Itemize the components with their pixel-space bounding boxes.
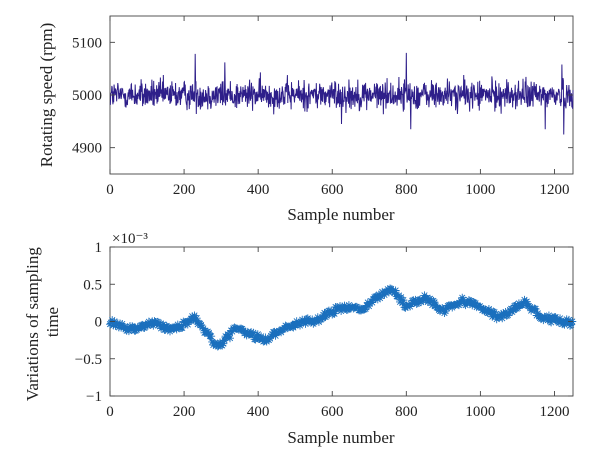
y-tick-label: 4900 [72, 141, 102, 157]
speed-series [109, 52, 574, 135]
x-tick-label: 600 [321, 182, 344, 198]
y-tick-label: 5000 [72, 88, 102, 104]
y-tick-label: 1 [95, 240, 103, 256]
x-axis-ticks: 0 200 400 600 800 1000 1200 [106, 247, 569, 420]
x-tick-label: 400 [247, 182, 270, 198]
x-tick-label: 800 [395, 182, 418, 198]
x-axis-ticks: 0 200 400 600 800 1000 1200 [106, 16, 569, 198]
y-tick-label: 0.5 [83, 277, 102, 293]
y-axis-label: Rotating speed (rpm) [37, 23, 56, 167]
y-tick-label: 5100 [72, 35, 102, 51]
x-tick-label: 800 [395, 404, 418, 420]
sampling-time-chart: 0 200 400 600 800 1000 1200 −1−0.500.51 ×10⁻³ … [23, 231, 577, 447]
sampling-time-series [106, 284, 577, 351]
y-axis-ticks: −1 −0.5 0 0.5 1 [75, 240, 573, 405]
x-tick-label: 1200 [539, 404, 569, 420]
x-tick-label: 0 [106, 182, 114, 198]
x-tick-label: 600 [321, 404, 344, 420]
speed-line [109, 52, 574, 135]
x-tick-label: 1000 [465, 404, 495, 420]
sampling-time-markers [106, 284, 577, 351]
x-tick-label: 1000 [465, 182, 495, 198]
x-axis-label: Sample number [287, 428, 395, 447]
y-axis-ticks: 4900 5000 5100 [72, 35, 573, 157]
y-tick-label: 0 [95, 315, 103, 331]
y-tick-label: −1 [86, 389, 102, 405]
x-tick-label: 200 [173, 182, 196, 198]
exponent-label: ×10⁻³ [112, 231, 148, 247]
x-tick-label: 1200 [539, 182, 569, 198]
rotating-speed-chart: 0 200 400 600 800 1000 1200 4900 5000 5100 Sampl… [37, 15, 574, 224]
x-tick-label: 400 [247, 404, 270, 420]
y-tick-label: −0.5 [75, 352, 102, 368]
x-tick-label: 200 [173, 404, 196, 420]
y-axis-label: Variations of sampling time [23, 243, 62, 401]
x-tick-label: 0 [106, 404, 114, 420]
x-axis-label: Sample number [287, 205, 395, 224]
